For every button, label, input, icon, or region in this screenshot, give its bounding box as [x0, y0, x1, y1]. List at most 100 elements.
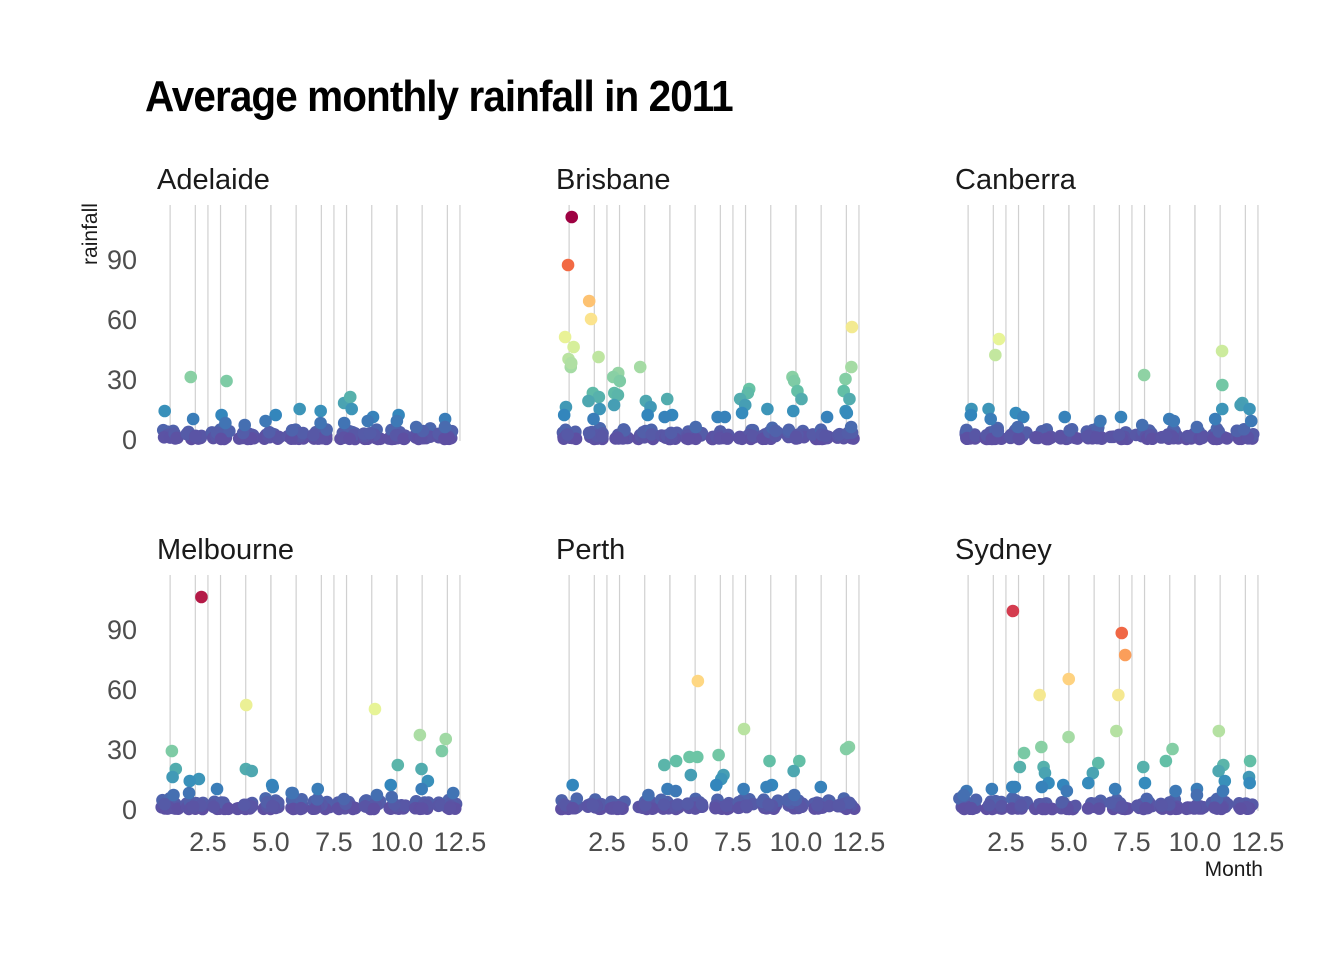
data-point [438, 420, 452, 434]
data-point [669, 754, 683, 768]
data-point [843, 392, 856, 406]
data-point [719, 799, 733, 813]
data-point [786, 404, 800, 418]
data-point [189, 430, 202, 443]
data-point [183, 774, 197, 788]
data-point [709, 801, 722, 815]
data-point [1091, 756, 1105, 770]
data-point [363, 426, 377, 440]
data-point [367, 802, 381, 816]
data-point [564, 356, 578, 370]
data-point [1169, 784, 1182, 798]
data-point [210, 782, 224, 796]
data-point [311, 782, 325, 796]
data-point [657, 798, 671, 811]
data-point [391, 758, 405, 772]
data-point [1159, 754, 1173, 768]
data-point [337, 416, 351, 430]
data-point [314, 404, 327, 418]
data-point [272, 430, 285, 444]
data-point [1058, 410, 1072, 424]
facet-canberra: Canberra [955, 164, 1260, 446]
y-tick-label: 0 [122, 425, 137, 455]
data-point [1062, 730, 1075, 744]
data-point [170, 431, 184, 445]
facet-label-melbourne: Melbourne [157, 534, 294, 566]
data-point [314, 416, 327, 430]
data-point [611, 431, 624, 444]
data-point [1082, 776, 1095, 790]
data-point [286, 786, 299, 800]
facet-brisbane: Brisbane [556, 164, 860, 446]
data-point [1244, 414, 1258, 428]
data-point [684, 768, 698, 782]
data-point [266, 780, 280, 794]
data-point [262, 425, 276, 439]
data-point [982, 402, 995, 416]
data-point [1190, 420, 1204, 434]
data-point [385, 790, 398, 804]
data-point [712, 748, 725, 762]
data-point [167, 788, 180, 802]
data-point [664, 426, 678, 440]
data-point [969, 429, 982, 443]
data-point [368, 702, 382, 716]
data-point [839, 372, 852, 386]
data-point [1166, 742, 1179, 756]
data-point [690, 750, 704, 764]
data-point [596, 429, 609, 443]
data-point [1237, 422, 1251, 436]
data-point [158, 797, 171, 811]
data-point [1135, 418, 1149, 432]
data-point [1112, 428, 1126, 442]
data-point [337, 792, 351, 806]
data-point [658, 410, 671, 424]
data-point [1081, 802, 1095, 815]
data-point [1114, 410, 1128, 424]
data-point [370, 788, 384, 802]
data-point [238, 418, 252, 432]
y-axis-title: rainfall [79, 203, 102, 265]
data-point [1220, 432, 1234, 445]
data-point [390, 414, 404, 428]
data-point [561, 258, 575, 272]
data-point [843, 796, 856, 810]
data-point [840, 406, 854, 420]
data-point [1216, 378, 1229, 392]
data-point [1159, 429, 1173, 443]
data-point [1112, 688, 1125, 702]
data-point [787, 788, 801, 802]
data-point [1094, 414, 1107, 428]
data-point [345, 402, 359, 416]
x-tick-label: 12.5 [1232, 827, 1285, 857]
data-point [611, 388, 625, 402]
data-point [566, 778, 579, 792]
data-point [237, 798, 251, 812]
x-tick-label: 10.0 [770, 827, 823, 857]
data-point [446, 786, 460, 800]
data-point [1212, 724, 1226, 738]
x-tick-label: 2.5 [987, 827, 1025, 857]
data-point [1033, 688, 1046, 702]
data-point [612, 800, 626, 814]
data-point [660, 392, 674, 406]
facet-label-brisbane: Brisbane [556, 164, 670, 196]
data-point [584, 312, 598, 326]
y-tick-label: 60 [107, 305, 137, 335]
facet-label-canberra: Canberra [955, 164, 1077, 196]
data-point [166, 770, 179, 784]
data-point [593, 402, 606, 416]
data-point [844, 420, 858, 434]
data-point [964, 408, 978, 422]
data-point [740, 799, 753, 812]
x-tick-label: 7.5 [315, 827, 353, 857]
data-point [214, 432, 228, 446]
data-point [1086, 766, 1100, 780]
data-point [789, 430, 803, 444]
data-point [343, 390, 357, 404]
x-tick-label: 5.0 [252, 827, 290, 857]
data-point [587, 412, 600, 426]
data-point [735, 406, 749, 420]
data-point [397, 432, 410, 446]
data-point [691, 674, 705, 688]
